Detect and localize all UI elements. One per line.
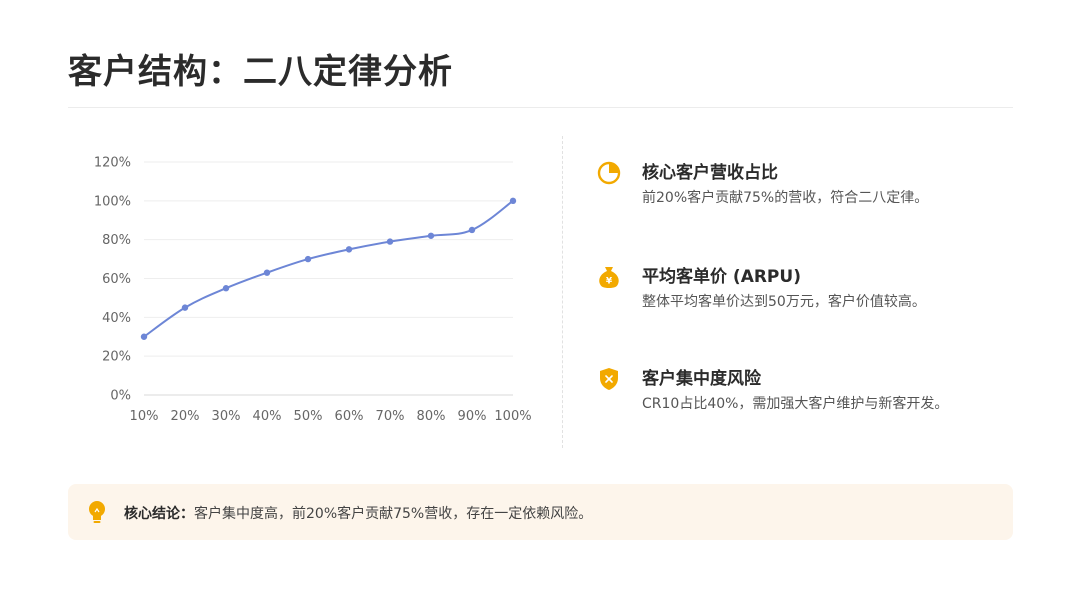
series-points (140, 197, 517, 340)
data-point (386, 238, 394, 245)
chart-gridlines (144, 161, 513, 396)
data-point (304, 255, 312, 263)
x-tick-label: 60% (335, 409, 364, 424)
x-tick-label: 10% (130, 409, 159, 424)
x-tick-label: 90% (458, 409, 487, 424)
data-point (345, 246, 353, 253)
insight-desc: CR10占比40%，需加强大客户维护与新客开发。 (642, 396, 949, 412)
title-divider (68, 107, 1013, 108)
data-point (222, 285, 230, 292)
data-point (509, 197, 517, 205)
data-point (181, 304, 189, 311)
conclusion-text: 核心结论：客户集中度高，前20%客户贡献75%营收，存在一定依赖风险。 (124, 503, 592, 523)
data-point (427, 232, 435, 239)
y-tick-label: 100% (94, 194, 131, 209)
data-point (140, 333, 148, 340)
x-tick-label: 100% (494, 409, 531, 424)
conclusion-body: 客户集中度高，前20%客户贡献75%营收，存在一定依赖风险。 (194, 506, 593, 522)
cumulative-revenue-line-chart: 0% 20% 40% 60% 80% 100% 120% 10% 20% 30% 40% 50% 60… (94, 156, 532, 425)
y-tick-label: 40% (102, 311, 131, 326)
series-line (143, 200, 514, 338)
x-tick-label: 20% (171, 409, 200, 424)
y-axis-ticks: 0% 20% 40% 60% 80% 100% 120% (94, 156, 131, 404)
shield-warning-icon (600, 368, 618, 390)
money-bag-icon: ¥ (599, 267, 619, 288)
x-tick-label: 70% (376, 409, 405, 424)
x-axis-ticks: 10% 20% 30% 40% 50% 60% 70% 80% 90% 100% (130, 409, 532, 424)
insight-desc: 前20%客户贡献75%的营收，符合二八定律。 (642, 190, 929, 206)
x-tick-label: 30% (212, 409, 241, 424)
page-title: 客户结构：二八定律分析 (68, 52, 453, 92)
x-tick-label: 40% (253, 409, 282, 424)
conclusion-label: 核心结论： (124, 506, 194, 522)
y-tick-label: 60% (102, 272, 131, 287)
insight-title: 平均客单价 (ARPU) (642, 267, 801, 287)
y-tick-label: 0% (110, 389, 131, 404)
insight-title: 核心客户营收占比 (642, 163, 778, 183)
vertical-divider (562, 136, 563, 448)
data-point (263, 269, 271, 276)
lightbulb-icon (89, 501, 105, 523)
pie-chart-icon (597, 161, 621, 185)
insight-title: 客户集中度风险 (642, 369, 761, 389)
y-tick-label: 120% (94, 156, 131, 171)
y-tick-label: 20% (102, 350, 131, 365)
x-tick-label: 80% (417, 409, 446, 424)
x-tick-label: 50% (294, 409, 323, 424)
data-point (468, 226, 476, 234)
conclusion-banner: 核心结论：客户集中度高，前20%客户贡献75%营收，存在一定依赖风险。 (68, 484, 1013, 540)
insight-desc: 整体平均客单价达到50万元，客户价值较高。 (642, 294, 926, 310)
y-tick-label: 80% (102, 233, 131, 248)
svg-text:¥: ¥ (606, 277, 613, 287)
